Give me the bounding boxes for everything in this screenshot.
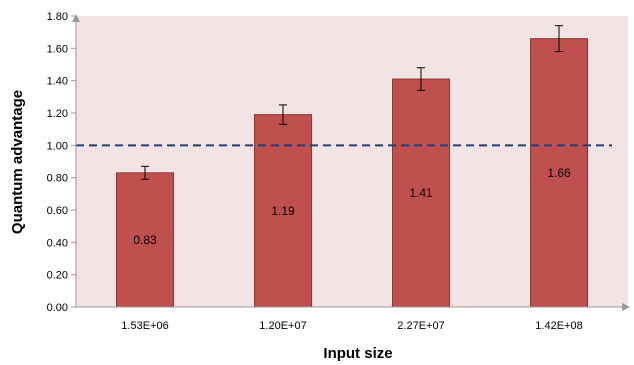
bar (116, 172, 174, 308)
x-axis-arrow (622, 303, 630, 311)
y-tick-label: 0.20 (47, 270, 68, 282)
x-tick-label: 1.42E+08 (535, 320, 582, 332)
y-axis-arrow (72, 14, 80, 22)
y-tick-label: 0.40 (47, 237, 68, 249)
y-tick-label: 1.20 (47, 108, 68, 120)
y-tick-label: 1.40 (47, 76, 68, 88)
x-axis-title: Input size (323, 345, 392, 362)
bar-value-label: 1.66 (547, 166, 571, 180)
y-tick-label: 0.60 (47, 205, 68, 217)
y-tick-label: 1.00 (47, 140, 68, 152)
y-tick-label: 1.80 (47, 11, 68, 23)
bar-value-label: 1.19 (271, 204, 295, 218)
y-tick-label: 1.60 (47, 43, 68, 55)
bar (254, 114, 312, 308)
y-axis-title: Quantum advantage (9, 90, 26, 234)
bar-value-label: 1.41 (409, 186, 433, 200)
x-tick-label: 2.27E+07 (397, 320, 444, 332)
bar-value-label: 0.83 (133, 233, 157, 247)
y-tick-label: 0.80 (47, 173, 68, 185)
x-tick-label: 1.20E+07 (259, 320, 306, 332)
x-tick-label: 1.53E+06 (121, 320, 168, 332)
y-tick-label: 0.00 (47, 302, 68, 314)
bar (392, 78, 450, 308)
